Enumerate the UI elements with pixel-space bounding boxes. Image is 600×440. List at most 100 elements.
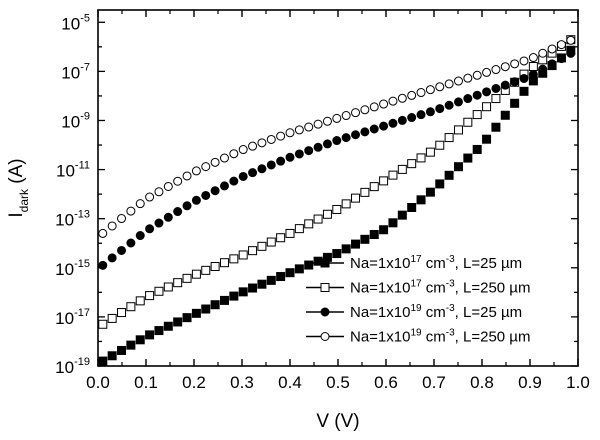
y-tick-label: 10-5 bbox=[61, 12, 90, 33]
marker-circle-filled bbox=[379, 121, 389, 131]
x-tick-label: 0.1 bbox=[134, 373, 158, 392]
marker-circle-filled bbox=[182, 201, 192, 211]
marker-circle-filled bbox=[510, 77, 520, 87]
marker-circle-open bbox=[435, 82, 445, 92]
marker-circle-filled bbox=[369, 124, 379, 134]
marker-square-open bbox=[173, 278, 183, 288]
marker-circle-open bbox=[482, 67, 492, 77]
marker-square-filled bbox=[126, 340, 136, 350]
marker-circle-filled bbox=[472, 90, 482, 100]
marker-circle-open bbox=[547, 44, 557, 54]
x-tick-label: 0.4 bbox=[278, 373, 302, 392]
marker-square-filled bbox=[407, 202, 417, 212]
x-tick-label: 0.8 bbox=[470, 373, 494, 392]
marker-circle-filled bbox=[135, 231, 145, 241]
marker-circle-filled bbox=[320, 307, 330, 317]
marker-circle-filled bbox=[519, 73, 529, 83]
marker-circle-filled bbox=[210, 186, 220, 196]
marker-circle-open bbox=[135, 199, 145, 209]
marker-circle-open bbox=[341, 111, 351, 121]
marker-circle-open bbox=[173, 176, 183, 186]
marker-square-open bbox=[257, 241, 267, 251]
marker-square-open bbox=[313, 214, 323, 224]
marker-circle-filled bbox=[556, 54, 566, 64]
marker-square-filled bbox=[98, 356, 108, 366]
marker-square-open bbox=[341, 199, 351, 209]
x-tick-label: 0.2 bbox=[182, 373, 206, 392]
marker-square-filled bbox=[182, 313, 192, 323]
legend-label: Na=1x1017 cm-3, L=250 µm bbox=[350, 279, 530, 297]
x-axis-label: V (V) bbox=[316, 411, 359, 432]
marker-square-open bbox=[163, 282, 173, 292]
marker-circle-open bbox=[416, 88, 426, 98]
marker-circle-filled bbox=[463, 94, 473, 104]
marker-square-filled bbox=[266, 275, 276, 285]
marker-circle-filled bbox=[257, 164, 267, 174]
marker-circle-open bbox=[210, 157, 220, 167]
marker-square-open bbox=[320, 283, 330, 292]
marker-square-open bbox=[219, 258, 229, 268]
marker-square-filled bbox=[276, 272, 286, 282]
marker-circle-open bbox=[538, 48, 548, 58]
marker-circle-filled bbox=[219, 181, 229, 191]
marker-square-filled bbox=[257, 279, 267, 289]
marker-square-filled bbox=[320, 258, 330, 268]
marker-square-open bbox=[491, 94, 501, 104]
marker-circle-open bbox=[351, 108, 361, 118]
marker-square-filled bbox=[444, 170, 454, 180]
marker-circle-open bbox=[304, 122, 314, 132]
marker-circle-open bbox=[369, 102, 379, 112]
marker-circle-open bbox=[320, 332, 330, 341]
marker-square-filled bbox=[135, 335, 145, 345]
marker-square-filled bbox=[304, 260, 314, 270]
marker-square-open bbox=[472, 110, 482, 120]
marker-circle-open bbox=[491, 65, 501, 75]
marker-square-filled bbox=[238, 287, 248, 297]
marker-circle-open bbox=[360, 105, 370, 115]
y-tick-label: 10-7 bbox=[61, 61, 90, 82]
marker-circle-filled bbox=[229, 176, 239, 186]
marker-square-open bbox=[482, 102, 492, 112]
x-tick-label: 1.0 bbox=[566, 373, 590, 392]
marker-circle-open bbox=[453, 76, 463, 86]
marker-circle-open bbox=[126, 206, 136, 216]
marker-circle-open bbox=[98, 228, 108, 238]
marker-square-open bbox=[444, 133, 454, 143]
marker-circle-open bbox=[528, 53, 538, 63]
marker-square-open bbox=[416, 153, 426, 163]
marker-circle-filled bbox=[416, 110, 426, 120]
marker-square-open bbox=[107, 313, 117, 323]
y-tick-label: 10-19 bbox=[55, 356, 90, 377]
marker-circle-open bbox=[191, 166, 201, 176]
marker-circle-open bbox=[425, 85, 435, 95]
y-tick-label: 10-13 bbox=[55, 209, 90, 230]
marker-square-open bbox=[360, 187, 370, 197]
y-tick-label: 10-9 bbox=[61, 110, 90, 131]
marker-square-open bbox=[397, 164, 407, 174]
marker-square-open bbox=[229, 254, 239, 264]
marker-circle-filled bbox=[294, 149, 304, 159]
marker-circle-filled bbox=[351, 130, 361, 140]
marker-square-filled bbox=[388, 218, 398, 228]
marker-circle-filled bbox=[435, 104, 445, 114]
marker-circle-filled bbox=[304, 146, 314, 156]
marker-circle-open bbox=[397, 93, 407, 103]
marker-square-filled bbox=[453, 162, 463, 172]
marker-circle-filled bbox=[173, 207, 183, 217]
legend: Na=1x1017 cm-3, L=25 µm Na=1x1017 cm-3, L… bbox=[306, 254, 530, 346]
plot-area bbox=[98, 35, 576, 366]
marker-circle-open bbox=[248, 141, 258, 151]
marker-circle-open bbox=[145, 192, 155, 202]
marker-square-open bbox=[248, 246, 258, 256]
marker-circle-open bbox=[332, 113, 342, 123]
marker-square-open bbox=[435, 140, 445, 150]
marker-square-open bbox=[453, 125, 463, 135]
marker-square-filled bbox=[482, 134, 492, 144]
x-tick-label: 0.5 bbox=[326, 373, 350, 392]
marker-circle-open bbox=[510, 59, 520, 69]
marker-square-open bbox=[126, 302, 136, 312]
legend-label: Na=1x1019 cm-3, L=25 µm bbox=[350, 303, 522, 321]
marker-square-filled bbox=[229, 291, 239, 301]
marker-square-filled bbox=[248, 283, 258, 293]
